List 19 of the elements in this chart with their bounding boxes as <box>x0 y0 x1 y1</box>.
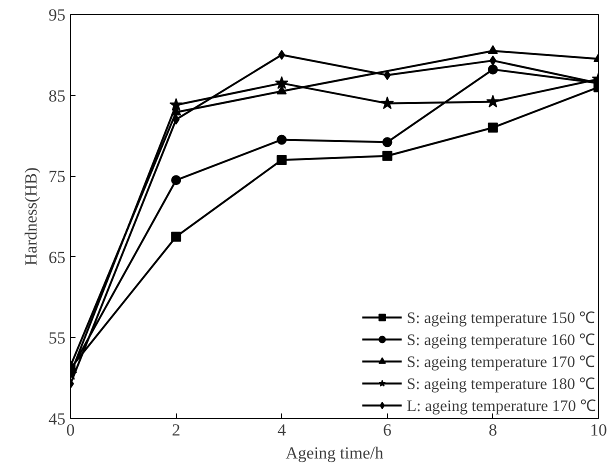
legend-label: S: ageing temperature 160 ℃ <box>406 331 596 350</box>
y-tick-label: 65 <box>48 248 66 267</box>
y-tick-label: 45 <box>48 410 66 428</box>
x-tick-label: 6 <box>383 420 392 440</box>
x-tick-label: 2 <box>172 420 180 440</box>
y-tick-label: 75 <box>48 167 66 186</box>
x-tick-label: 0 <box>66 420 75 440</box>
x-axis-title: Ageing time/h <box>286 444 384 462</box>
x-tick-label: 4 <box>277 420 286 440</box>
legend-label: S: ageing temperature 180 ℃ <box>406 375 596 394</box>
y-tick-label: 85 <box>48 86 66 106</box>
legend-label: L: ageing temperature 170 ℃ <box>406 397 596 416</box>
y-tick-label: 95 <box>48 6 66 24</box>
x-tick-label: 8 <box>488 420 498 440</box>
legend-label: S: ageing temperature 150 ℃ <box>406 309 596 328</box>
legend-label: S: ageing temperature 170 ℃ <box>406 353 596 372</box>
y-tick-label: 55 <box>48 328 66 348</box>
x-tick-label: 10 <box>590 420 607 440</box>
y-axis-title: Hardness(HB) <box>22 167 40 266</box>
